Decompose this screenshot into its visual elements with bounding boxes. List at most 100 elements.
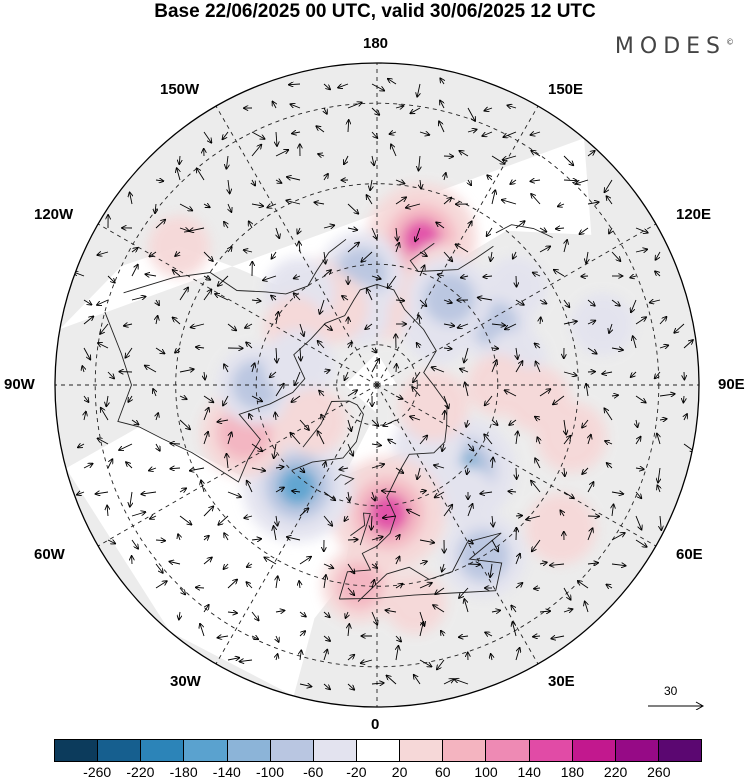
- wind-vector: [419, 265, 425, 277]
- anomaly-halo: [525, 493, 597, 564]
- wind-vector: [387, 676, 397, 685]
- wind-vector: [98, 343, 109, 349]
- wind-vector: [272, 251, 277, 259]
- colorbar-segment: [270, 740, 314, 761]
- wind-vector: [396, 535, 400, 541]
- wind-vector: [388, 275, 397, 288]
- coastline: [409, 242, 494, 272]
- wind-vector: [227, 323, 236, 331]
- wind-vector: [563, 299, 569, 307]
- coastline: [339, 532, 503, 602]
- lon-label-120e: 120E: [676, 206, 712, 223]
- wind-vector: [251, 131, 265, 139]
- wind-vector: [175, 348, 181, 353]
- wind-vector: [631, 371, 637, 377]
- wind-vector: [442, 443, 444, 451]
- wind-vector: [320, 299, 325, 314]
- meridian-line: [215, 384, 378, 665]
- wind-vector: [287, 537, 301, 540]
- wind-vector: [467, 443, 474, 451]
- colorbar-tick-label: 220: [603, 764, 628, 780]
- brand-mark: ©: [726, 37, 734, 47]
- wind-vector: [84, 395, 89, 402]
- wind-vector: [582, 467, 589, 474]
- wind-vector: [344, 155, 349, 164]
- reference-vector-label: 30: [664, 684, 678, 698]
- wind-vector: [482, 131, 493, 136]
- wind-vector: [491, 324, 505, 325]
- wind-vector: [155, 180, 163, 181]
- wind-vector: [204, 371, 205, 380]
- wind-vector: [227, 454, 229, 469]
- land-background: [55, 63, 699, 707]
- wind-vector: [323, 611, 330, 617]
- wind-vector: [275, 150, 288, 157]
- wind-vector: [371, 611, 377, 625]
- wind-vector: [611, 564, 626, 566]
- wind-vector: [659, 317, 667, 325]
- wind-vector: [345, 371, 349, 380]
- wind-vector: [539, 228, 546, 232]
- wind-vector: [228, 179, 230, 193]
- meridian-line: [376, 223, 657, 386]
- wind-vector: [419, 252, 427, 256]
- wind-vector: [539, 389, 550, 397]
- anomaly-halo: [264, 329, 335, 400]
- wind-vector: [292, 491, 301, 492]
- wind-vector: [586, 251, 588, 263]
- wind-vector: [659, 345, 668, 348]
- wind-vector: [587, 528, 593, 541]
- wind-vector: [155, 581, 167, 589]
- wind-vector: [289, 84, 301, 85]
- wind-vector: [131, 297, 146, 301]
- wind-vector: [415, 227, 421, 241]
- lon-label-0: 0: [371, 716, 380, 733]
- wind-vector: [83, 464, 93, 469]
- wind-vector: [371, 419, 378, 426]
- wind-vector: [530, 180, 541, 181]
- wind-vector: [526, 515, 541, 520]
- colorbar-segment: [658, 740, 702, 761]
- wind-vector: [314, 202, 325, 204]
- wind-vector: [361, 660, 373, 663]
- wind-vector: [347, 443, 353, 456]
- wind-vector: [348, 491, 350, 501]
- wind-vector: [179, 587, 185, 594]
- wind-vector: [294, 276, 301, 278]
- wind-vector: [458, 323, 469, 328]
- wind-vector: [295, 371, 301, 385]
- wind-vector: [125, 347, 133, 358]
- wind-vector: [323, 370, 330, 372]
- wind-vector: [635, 468, 644, 469]
- wind-vector: [587, 482, 594, 493]
- wind-vector: [515, 648, 520, 661]
- wind-vector: [371, 537, 383, 540]
- wind-vector: [107, 275, 115, 283]
- wind-vector: [100, 323, 109, 334]
- wind-vector: [635, 249, 647, 252]
- wind-vector: [684, 414, 687, 421]
- wind-vector: [587, 151, 595, 157]
- wind-vector: [323, 635, 330, 641]
- wind-vector: [224, 563, 229, 569]
- wind-vector: [145, 366, 157, 373]
- coastline: [291, 400, 364, 471]
- wind-vector: [203, 395, 213, 402]
- wind-vector: [251, 300, 261, 301]
- wind-vector: [491, 419, 498, 425]
- wind-vector: [294, 293, 301, 301]
- lon-label-90w: 90W: [4, 376, 35, 393]
- wind-vector: [419, 561, 427, 564]
- wind-vector: [347, 390, 357, 397]
- wind-vector: [276, 635, 279, 642]
- wind-vector: [607, 196, 613, 205]
- wind-vector: [563, 587, 571, 600]
- wind-vector: [491, 155, 505, 164]
- lon-label-90e: 90E: [718, 376, 745, 393]
- wind-vector: [484, 108, 493, 111]
- wind-vector: [324, 575, 326, 589]
- wind-vector: [491, 360, 497, 373]
- lon-label-120w: 120W: [34, 206, 74, 223]
- wind-vector: [576, 179, 589, 184]
- wind-vector: [348, 342, 352, 349]
